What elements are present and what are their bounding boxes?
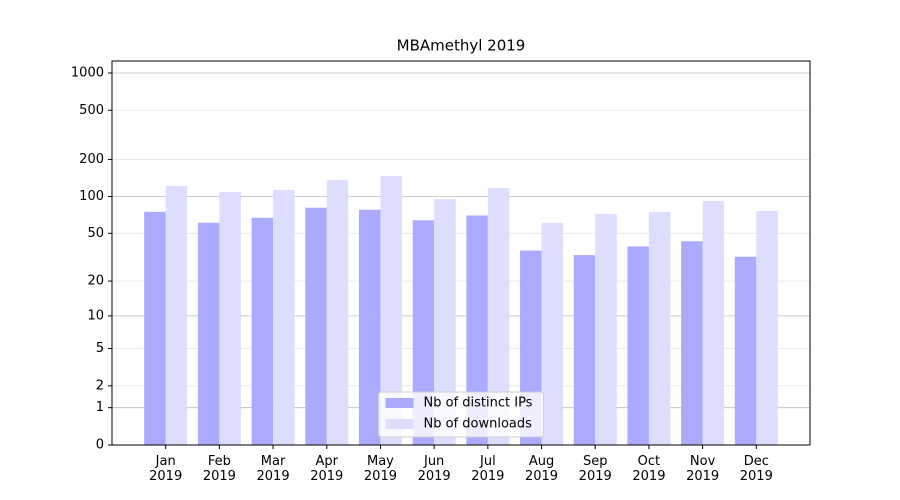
bar — [251, 217, 274, 445]
legend-box — [378, 391, 544, 438]
bar — [326, 180, 349, 445]
x-tick-label: Jun 2019 — [417, 454, 451, 484]
bar — [380, 175, 402, 446]
bar — [219, 191, 241, 445]
bar — [627, 246, 649, 445]
chart-title: MBAmethyl 2019 — [397, 37, 526, 55]
y-tick-label: 10 — [87, 308, 104, 323]
bar — [197, 222, 220, 445]
bar — [165, 185, 188, 445]
legend-label: Nb of downloads — [424, 417, 533, 432]
x-tick-label: Oct 2019 — [632, 454, 666, 484]
y-tick-label: 200 — [79, 152, 104, 167]
bar — [756, 211, 778, 445]
x-tick-label: Dec 2019 — [739, 454, 773, 484]
bar — [358, 209, 381, 445]
x-tick-label: Mar 2019 — [256, 454, 290, 484]
legend: Nb of distinct IPs Nb of downloads — [378, 391, 544, 438]
y-tick-label: 1000 — [71, 66, 104, 81]
legend-swatch — [385, 398, 414, 408]
y-tick-label: 500 — [79, 103, 104, 118]
x-tick-label: Jul 2019 — [471, 454, 505, 484]
bar — [648, 211, 671, 445]
bar — [702, 200, 725, 445]
x-tick-label: Feb 2019 — [202, 454, 236, 484]
y-tick-label: 100 — [79, 189, 104, 204]
bar — [487, 188, 510, 445]
legend-swatch — [385, 419, 414, 429]
bar — [273, 189, 295, 445]
bar — [681, 241, 703, 445]
bar — [412, 220, 435, 445]
x-tick-label: Jan 2019 — [149, 454, 183, 484]
y-tick-label: 1 — [96, 400, 104, 415]
bar — [541, 222, 564, 445]
x-tick-label: May 2019 — [363, 454, 397, 484]
x-tick-label: Apr 2019 — [310, 454, 344, 484]
x-tick-label: Sep 2019 — [578, 454, 612, 484]
x-tick-label: Aug 2019 — [524, 454, 559, 484]
y-tick-label: 5 — [96, 341, 104, 356]
bar — [305, 207, 327, 445]
bar — [144, 211, 166, 445]
bar — [595, 213, 617, 445]
bar — [466, 215, 488, 445]
bar — [434, 199, 456, 445]
y-tick-label: 2 — [96, 378, 104, 393]
plot-frame — [111, 60, 811, 446]
x-tick-label: Nov 2019 — [686, 454, 720, 484]
y-tick-label: 20 — [87, 274, 104, 289]
y-tick-label: 50 — [87, 226, 104, 241]
bar — [573, 255, 596, 445]
legend-label: Nb of distinct IPs — [424, 396, 533, 411]
y-tick-label: 0 — [96, 438, 104, 453]
bar — [734, 256, 757, 445]
